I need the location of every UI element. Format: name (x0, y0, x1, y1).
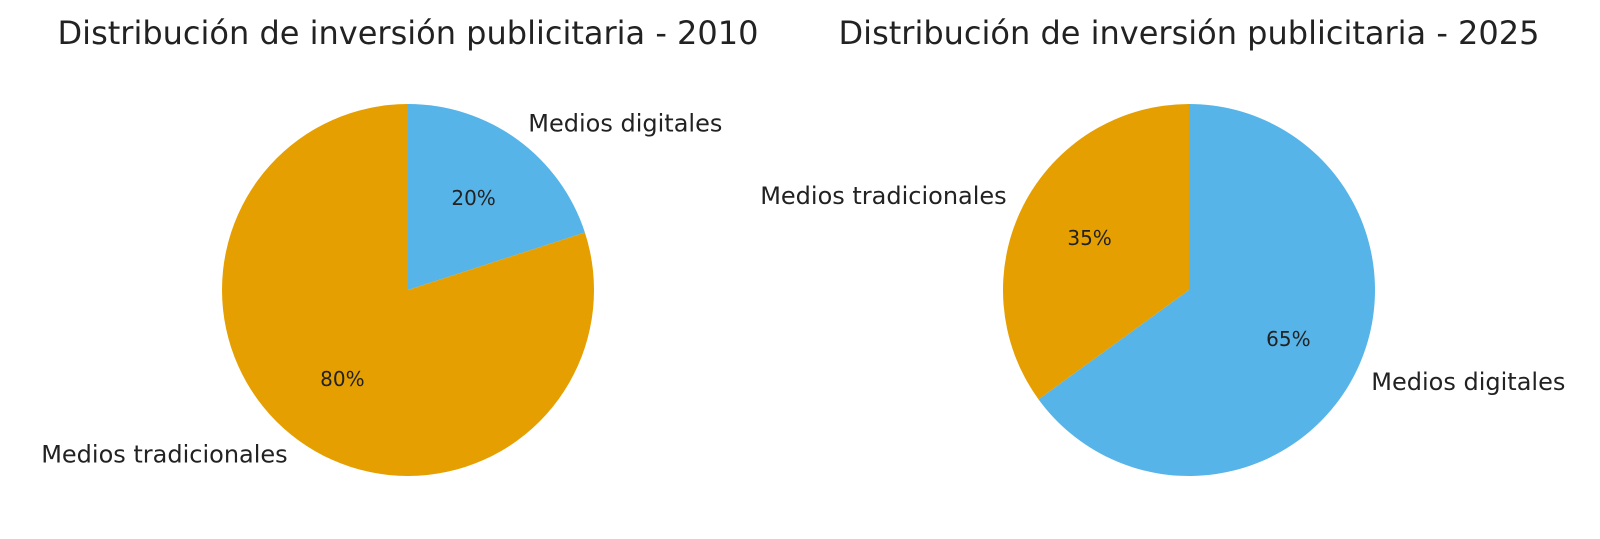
slice-label-medios-tradicionales-2025: Medios tradicionales (760, 182, 1006, 210)
pie-slice-medios-tradicionales-2010 (222, 104, 595, 476)
slices-2010 (222, 104, 595, 476)
pie-slice-medios-digitales-2025 (1038, 104, 1375, 476)
pie-chart-2010: Distribución de inversión publicitaria -… (41, 14, 758, 476)
chart-title-2025: Distribución de inversión publicitaria -… (839, 14, 1540, 52)
chart-title-2010: Distribución de inversión publicitaria -… (58, 14, 759, 52)
pie-slice-medios-tradicionales-2025 (1002, 104, 1189, 400)
pct-label-medios-digitales-2025: 65% (1266, 327, 1310, 351)
pie-slice-medios-digitales-2010 (408, 104, 585, 290)
labels-2025: 65% Medios digitales 35% Medios tradicional… (760, 182, 1565, 396)
pie-chart-2025: Distribución de inversión publicitaria -… (760, 14, 1565, 476)
slices-2025 (1002, 104, 1375, 476)
slice-label-medios-tradicionales-2010: Medios tradicionales (41, 441, 287, 469)
slice-label-medios-digitales-2025: Medios digitales (1371, 368, 1565, 396)
slice-label-medios-digitales-2010: Medios digitales (528, 110, 722, 138)
pct-label-medios-tradicionales-2010: 80% (320, 367, 364, 391)
pct-label-medios-digitales-2010: 20% (451, 186, 495, 210)
labels-2010: 20% Medios digitales 80% Medios tradicional… (41, 110, 722, 469)
pct-label-medios-tradicionales-2025: 35% (1067, 226, 1111, 250)
